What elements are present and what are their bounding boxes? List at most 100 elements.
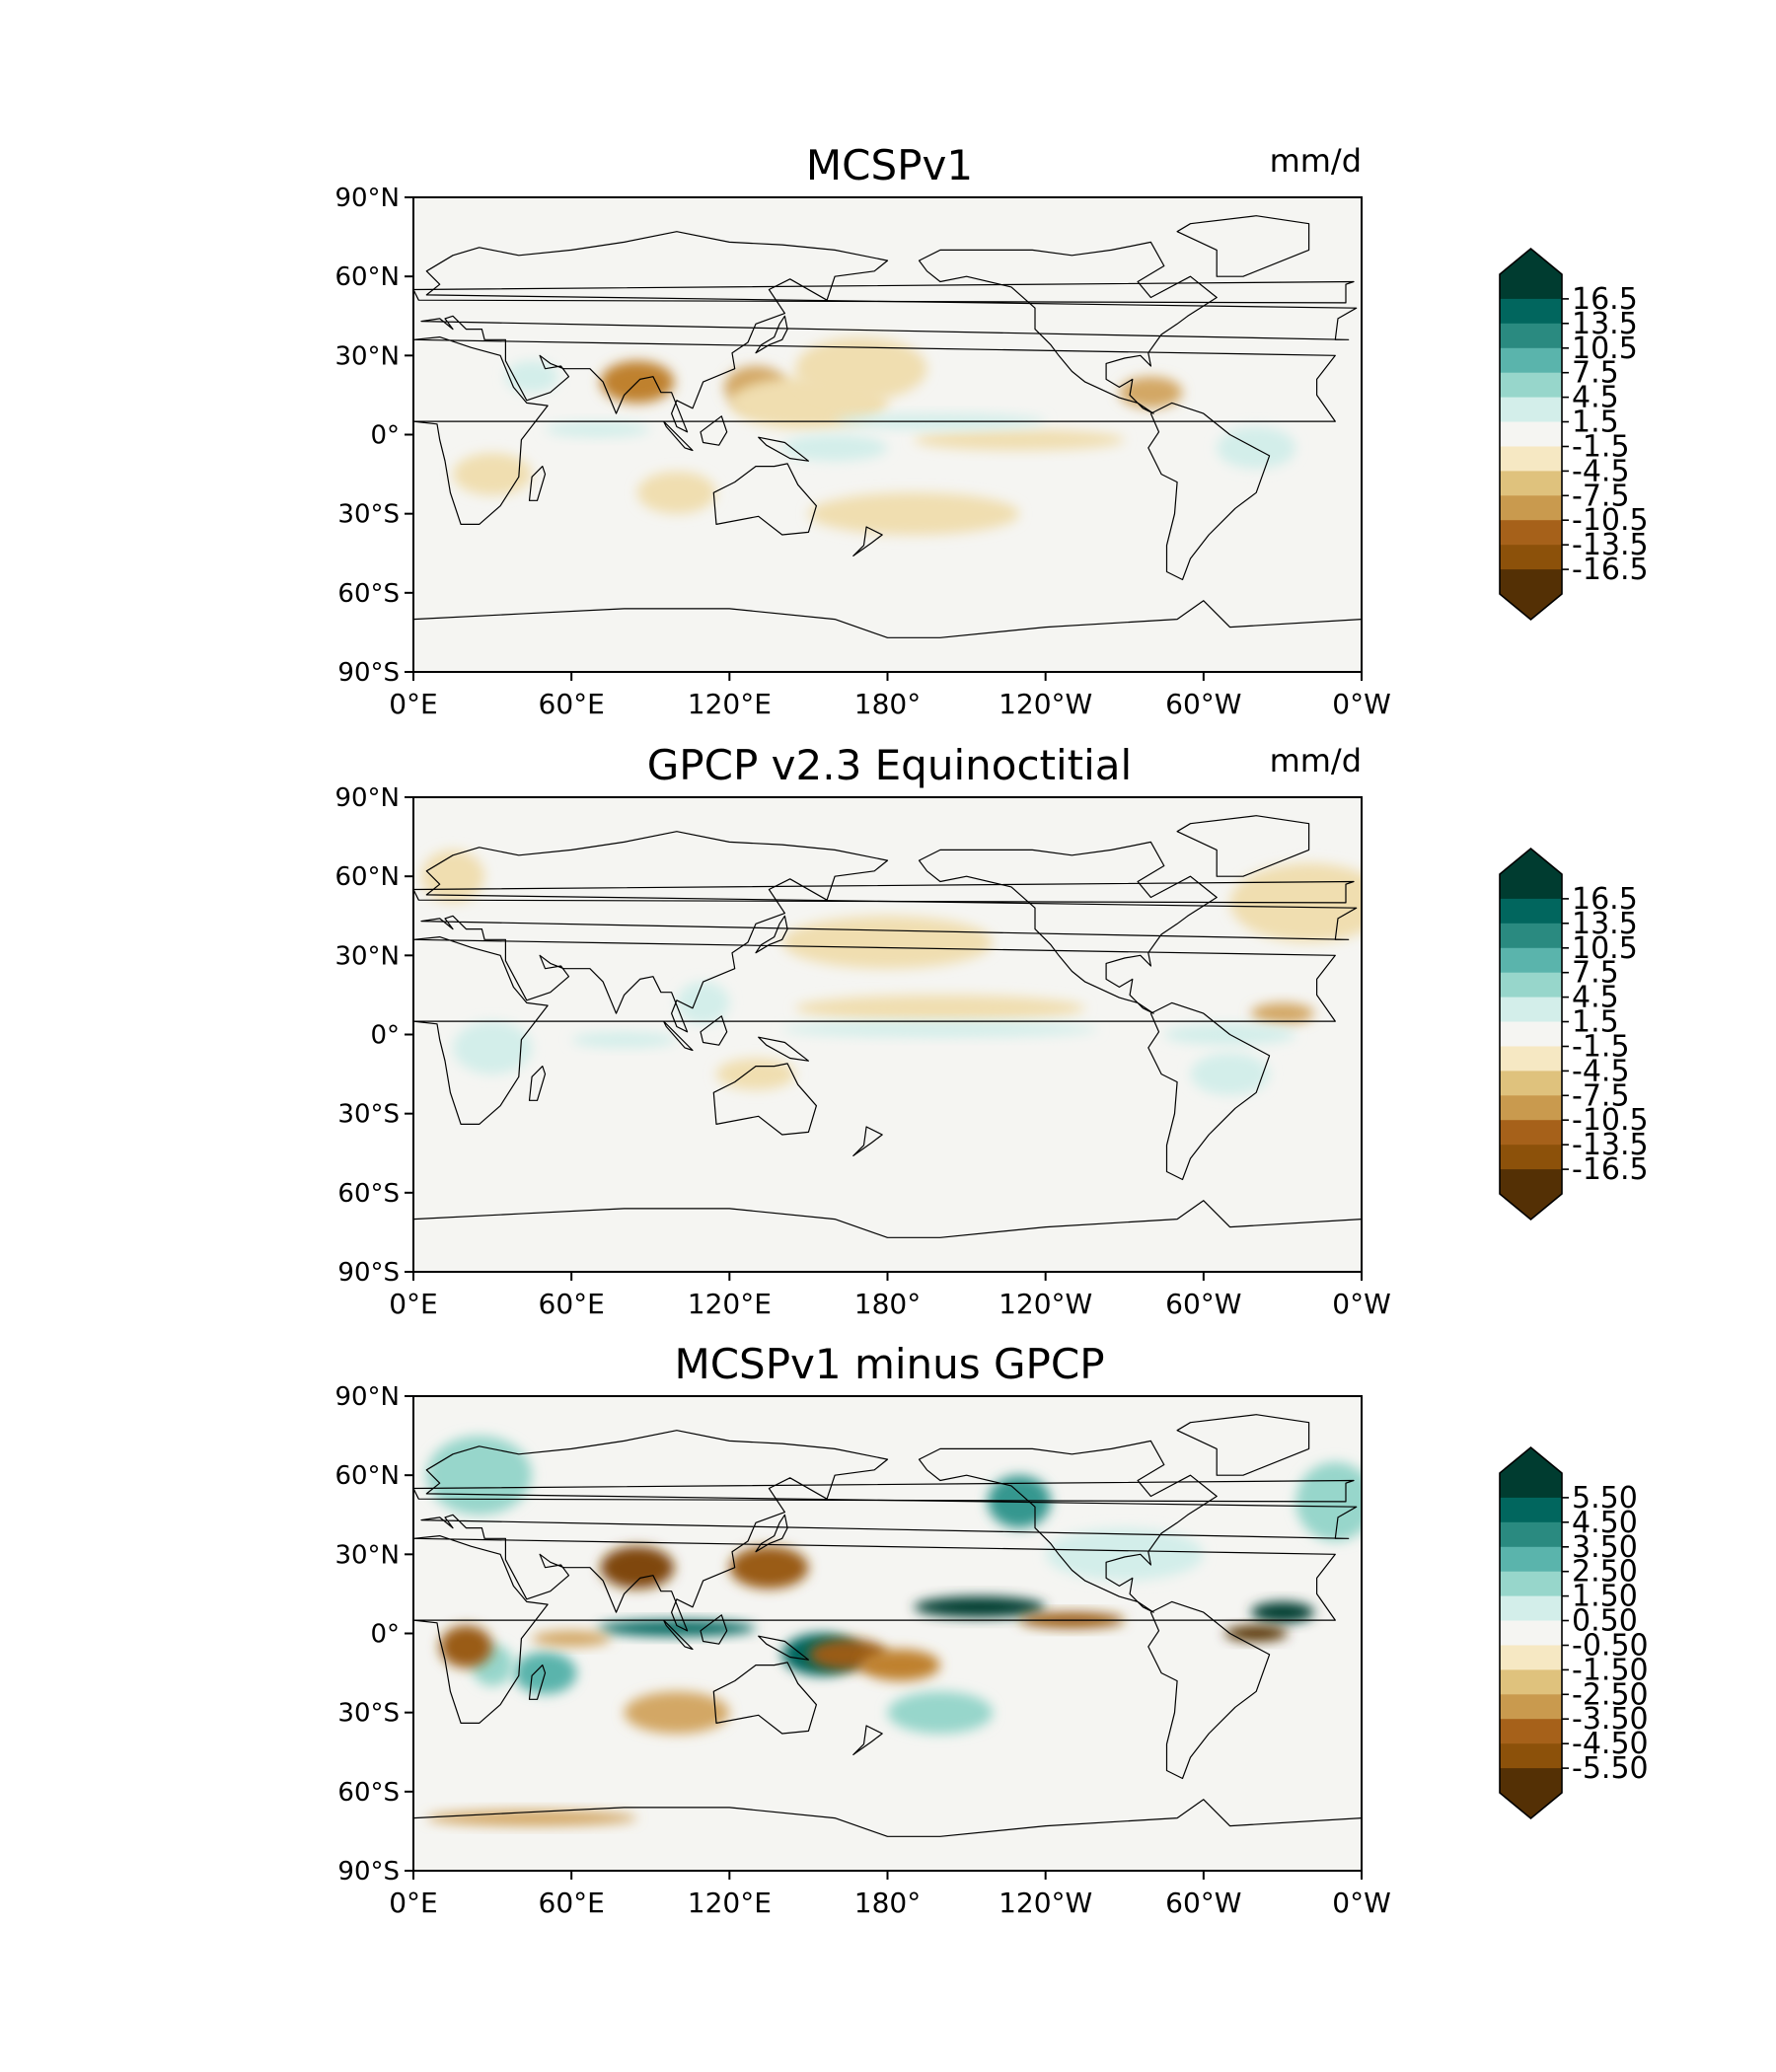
coastline <box>663 1020 694 1052</box>
precip-anomaly-4 <box>795 336 927 401</box>
precip-anomaly-10 <box>453 1021 533 1074</box>
colorbar-extend-max <box>1500 1447 1562 1473</box>
lat-tick-label: 30°S <box>337 500 400 530</box>
colorbar-label: -1.5 <box>1572 430 1630 465</box>
lon-tick-label: 180° <box>854 1288 921 1320</box>
lon-tick-label: 120°W <box>999 1288 1092 1320</box>
lat-tick-label: 60°S <box>337 1778 400 1808</box>
lat-tick-label: 30°S <box>337 1699 400 1729</box>
coastline <box>413 336 1336 525</box>
precip-anomaly-18 <box>439 1625 493 1668</box>
lat-tick-label: 0° <box>370 1620 400 1650</box>
colorbar-label: 16.5 <box>1572 882 1638 917</box>
precip-anomaly-12 <box>600 1546 675 1590</box>
lat-tick-label: 90°N <box>334 783 400 813</box>
coastline <box>758 1036 809 1062</box>
colorbar-label: 5.50 <box>1572 1481 1638 1516</box>
coastline <box>712 1063 817 1136</box>
coastline <box>700 1015 728 1046</box>
lat-tick-label: 60°S <box>337 1179 400 1209</box>
colorbar-label: -3.50 <box>1572 1702 1649 1737</box>
colorbar-band <box>1500 1768 1562 1794</box>
units-label: mm/d <box>1270 742 1362 779</box>
panel-title: GPCP v2.3 Equinoctitial <box>647 741 1132 789</box>
lon-tick-label: 120°E <box>688 1288 772 1320</box>
precip-anomaly-13 <box>1217 426 1296 470</box>
lat-tick-label: 60°N <box>334 862 400 892</box>
coastline <box>758 1635 809 1661</box>
coastline <box>413 1200 1362 1238</box>
coastline <box>852 1725 883 1755</box>
coastline <box>663 420 694 452</box>
colorbar-band <box>1500 372 1562 399</box>
colorbar: 16.513.510.57.54.51.5-1.5-4.5-7.5-10.5-1… <box>1499 247 1649 622</box>
colorbar-band <box>1500 520 1562 546</box>
colorbar-band <box>1500 1169 1562 1195</box>
coastline <box>700 1614 728 1645</box>
lat-tick-label: 90°S <box>337 658 400 688</box>
colorbar-band <box>1500 1473 1562 1499</box>
colorbar-label: -4.5 <box>1572 454 1630 488</box>
precip-anomaly-21 <box>426 1810 637 1826</box>
colorbar-band <box>1500 997 1562 1023</box>
lon-tick-label: 60°W <box>1165 688 1241 720</box>
colorbar-band <box>1500 1145 1562 1170</box>
colorbar-label: 7.5 <box>1572 356 1619 391</box>
colorbar-band <box>1500 397 1562 423</box>
colorbar-label: -4.50 <box>1572 1727 1649 1761</box>
lon-tick-label: 0°W <box>1332 1288 1391 1320</box>
colorbar-label: 10.5 <box>1572 931 1638 966</box>
panel-title: MCSPv1 minus GPCP <box>674 1340 1104 1388</box>
precip-anomaly-2 <box>1250 1601 1314 1623</box>
colorbar-band <box>1500 1645 1562 1670</box>
colorbar-band <box>1500 421 1562 447</box>
lat-tick-label: 30°N <box>334 941 400 971</box>
colorbar-band <box>1500 471 1562 496</box>
colorbar-outline <box>1499 1445 1563 1820</box>
colorbar-band <box>1500 874 1562 900</box>
lat-tick-label: 30°N <box>334 1540 400 1570</box>
coastline <box>1147 1600 1271 1780</box>
colorbar-label: -10.5 <box>1572 1103 1649 1138</box>
units-label: mm/d <box>1270 142 1362 180</box>
colorbar-band <box>1500 923 1562 949</box>
colorbar-label: 1.50 <box>1572 1580 1638 1614</box>
coastline <box>755 1514 788 1553</box>
panel-title: MCSPv1 <box>806 141 973 189</box>
colorbar-label: -7.5 <box>1572 1078 1630 1113</box>
colorbar-label: -13.5 <box>1572 528 1649 562</box>
coastline <box>918 1440 1218 1613</box>
colorbar-label: -1.5 <box>1572 1030 1630 1065</box>
colorbar-band <box>1500 1669 1562 1695</box>
coastline <box>413 1479 1355 1503</box>
colorbar-band <box>1500 947 1562 974</box>
colorbar-band <box>1500 1595 1562 1622</box>
colorbar-label: -7.5 <box>1572 479 1630 513</box>
colorbar-band <box>1500 972 1562 999</box>
precip-anomaly-8 <box>781 1021 1099 1038</box>
lat-tick-label: 60°S <box>337 579 400 609</box>
lon-tick-label: 0°E <box>389 688 438 720</box>
lon-tick-label: 120°W <box>999 1887 1092 1919</box>
lat-tick-label: 90°S <box>337 1258 400 1288</box>
precip-anomaly-11 <box>1045 1527 1204 1582</box>
colorbar-extend-min <box>1500 1194 1562 1220</box>
colorbar-band <box>1500 323 1562 349</box>
colorbar-label: -16.5 <box>1572 1152 1649 1187</box>
precip-anomaly-10 <box>887 1691 994 1735</box>
colorbar-label: 13.5 <box>1572 907 1638 941</box>
coastline <box>1176 815 1310 877</box>
coastline <box>1147 402 1271 581</box>
panel-3: 90°N 60°N 30°N 0° 30°S 60°S 90°S0°E 60°E 120°E 18… <box>334 1340 1648 1919</box>
colorbar-band <box>1500 898 1562 925</box>
coastline <box>755 915 788 954</box>
coastline <box>420 1430 1358 1632</box>
colorbar-band <box>1500 1497 1562 1523</box>
lon-tick-label: 60°E <box>539 1887 605 1919</box>
coastline <box>918 841 1218 1014</box>
coastline <box>712 1662 817 1735</box>
map-background <box>413 197 1362 672</box>
colorbar-label: 0.50 <box>1572 1604 1638 1639</box>
colorbar-label: 4.50 <box>1572 1506 1638 1540</box>
lon-tick-label: 0°E <box>389 1288 438 1320</box>
